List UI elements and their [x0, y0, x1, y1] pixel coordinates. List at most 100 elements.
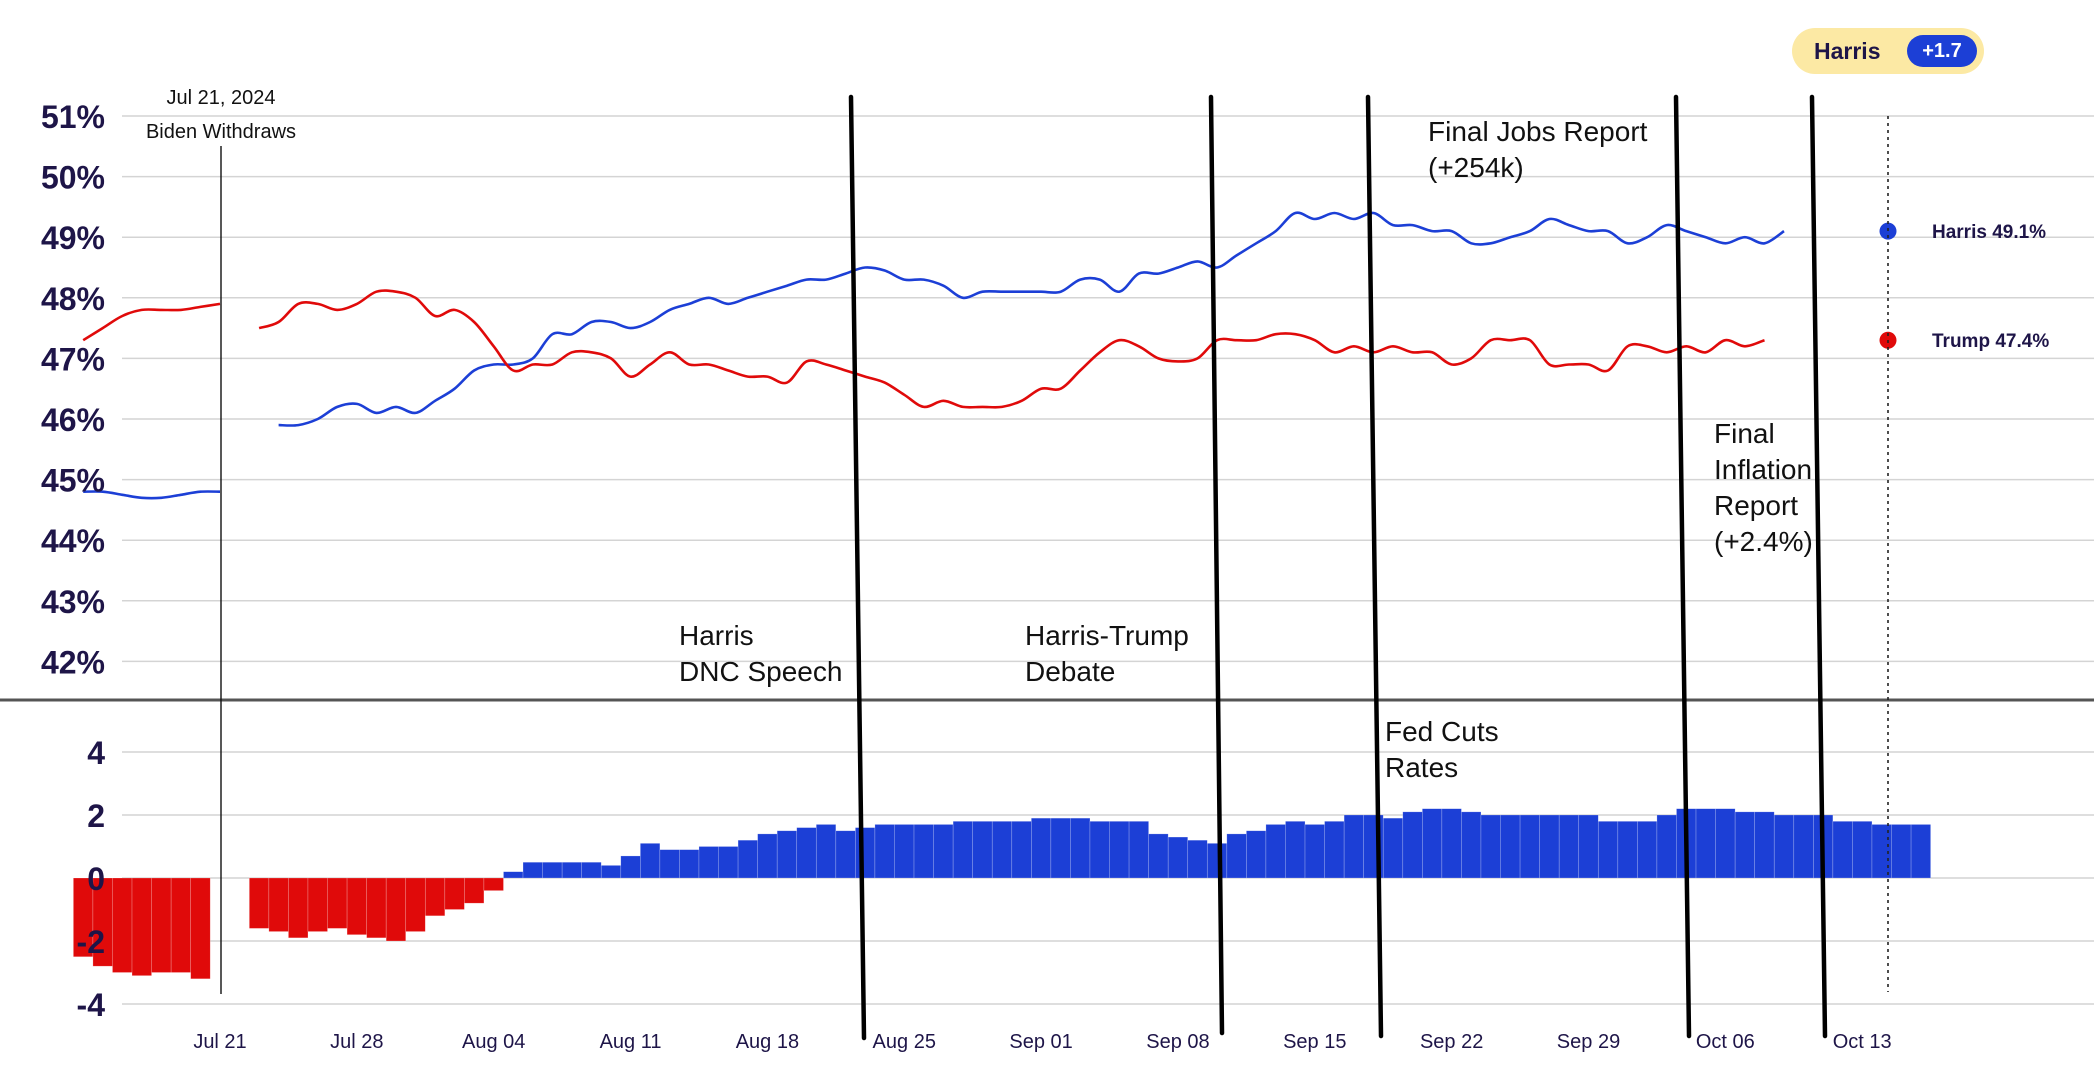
annotation-text: Rates	[1385, 752, 1458, 783]
bottom-ytick-label: -4	[77, 987, 106, 1023]
margin-bar	[307, 877, 328, 932]
margin-bar	[1422, 808, 1443, 879]
withdraw-date-label: Jul 21, 2024	[167, 87, 276, 109]
margin-bar	[1382, 817, 1404, 879]
margin-bar	[1050, 817, 1071, 879]
x-tick-label: Jul 28	[330, 1031, 383, 1053]
margin-bar	[1285, 820, 1306, 879]
margin-bar	[1715, 808, 1736, 879]
margin-bar	[972, 820, 993, 879]
margin-bar	[933, 824, 954, 879]
margin-bar	[952, 820, 973, 879]
margin-bar	[1011, 820, 1032, 879]
margin-bar	[1070, 817, 1091, 879]
margin-bar	[268, 877, 289, 932]
x-tick-label: Sep 22	[1420, 1031, 1483, 1053]
margin-bar	[1226, 833, 1247, 879]
margin-bar	[874, 824, 895, 879]
top-ytick-label: 51%	[41, 99, 105, 135]
margin-bar	[503, 871, 524, 879]
margin-bar	[815, 824, 837, 879]
leader-badge: Harris +1.7	[1792, 28, 1984, 74]
x-tick-label: Oct 06	[1696, 1031, 1755, 1053]
margin-bar	[522, 861, 543, 879]
x-tick-label: Oct 13	[1833, 1031, 1892, 1053]
margin-bar	[1265, 824, 1286, 879]
margin-bar	[385, 877, 407, 942]
top-ytick-label: 46%	[41, 402, 105, 438]
margin-bar	[737, 839, 758, 879]
margin-bar	[1128, 820, 1149, 879]
margin-bar	[1480, 814, 1501, 879]
bottom-ytick-label: -2	[77, 924, 105, 960]
margin-bar	[327, 877, 348, 929]
margin-pill: +1.7	[1907, 35, 1977, 67]
annotations: Jul 21, 2024 Biden Withdraws Harris DNC Spe…	[146, 87, 1889, 1041]
annotation-stroke	[1809, 94, 1828, 1039]
annotation-text: Debate	[1025, 656, 1115, 687]
annotation-text: Fed Cuts	[1385, 716, 1499, 747]
margin-bar	[1500, 814, 1521, 879]
margin-bar	[796, 827, 817, 879]
x-tick-label: Sep 08	[1146, 1031, 1209, 1053]
top-ytick-label: 43%	[41, 584, 105, 620]
top-ytick-label: 49%	[41, 220, 105, 256]
bottom-ytick-label: 4	[87, 735, 105, 771]
margin-bar	[1637, 820, 1658, 879]
top-ytick-label: 42%	[41, 644, 105, 680]
x-tick-label: Aug 18	[736, 1031, 799, 1053]
margin-bar	[659, 849, 680, 879]
margin-bar	[561, 861, 582, 879]
margin-bar	[464, 877, 485, 904]
margin-bar	[170, 877, 191, 973]
margin-bar	[1754, 811, 1775, 879]
top-ytick-label: 50%	[41, 160, 105, 196]
top-ytick-label: 48%	[41, 281, 105, 317]
margin-bar	[757, 833, 778, 879]
margin-bar	[1910, 824, 1931, 879]
margin-bar	[1187, 839, 1208, 879]
margin-bar	[679, 849, 700, 879]
margin-bar	[1519, 814, 1540, 879]
margin-bar	[483, 877, 504, 891]
margin-bar	[1773, 814, 1795, 879]
top-ytick-label: 45%	[41, 463, 105, 499]
margin-bar	[424, 877, 446, 917]
annotation-text: Inflation	[1714, 454, 1812, 485]
margin-bar	[1793, 814, 1814, 879]
margin-bar	[640, 843, 661, 879]
margin-bar	[542, 861, 563, 879]
trump-line	[258, 289, 1765, 409]
annotation-text: (+254k)	[1428, 152, 1524, 183]
annotation-stroke	[1673, 94, 1692, 1039]
annotation-stroke	[848, 94, 867, 1041]
margin-bar	[600, 865, 622, 879]
x-tick-label: Aug 04	[462, 1031, 525, 1053]
top-ytick-label: 47%	[41, 341, 105, 377]
margin-bar	[249, 877, 270, 929]
trump-end-label: Trump 47.4%	[1932, 331, 2049, 352]
poll-lines: Harris 49.1% Trump 47.4%	[82, 211, 2049, 500]
margin-bar	[1031, 817, 1052, 879]
harris-line	[278, 211, 1785, 427]
x-tick-label: Sep 15	[1283, 1031, 1346, 1053]
bottom-ytick-label: 0	[87, 861, 105, 897]
harris-line	[83, 490, 221, 500]
margin-bar	[1832, 820, 1853, 879]
margin-bar	[1891, 824, 1912, 879]
margin-bar	[190, 877, 211, 980]
margin-bar	[1441, 808, 1462, 879]
axes: 51% 50% 49% 48% 47% 46% 45% 44% 43% 42% 4 2 0 -2 -4 Jul…	[0, 99, 2094, 1053]
harris-end-label: Harris 49.1%	[1932, 222, 2046, 243]
margin-bar	[776, 830, 798, 879]
margin-bar	[1206, 843, 1228, 879]
annotation-text: Final Jobs Report	[1428, 116, 1648, 147]
margin-bar	[1617, 820, 1638, 879]
margin-bar	[1558, 814, 1580, 879]
margin-bar	[1461, 811, 1482, 879]
margin-bar	[1852, 820, 1873, 879]
harris-end-dot	[1879, 222, 1897, 240]
top-ytick-label: 44%	[41, 523, 105, 559]
margin-bar	[894, 824, 915, 879]
